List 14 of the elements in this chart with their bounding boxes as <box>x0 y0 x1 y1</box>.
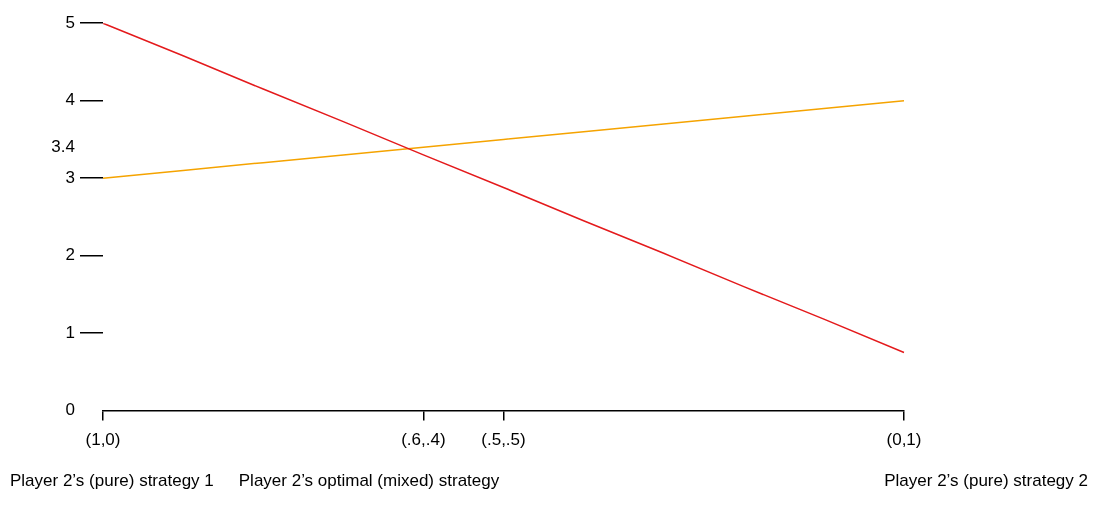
x-tick-label: (0,1) <box>886 430 922 450</box>
y-tick-label: 5 <box>65 12 75 32</box>
y-tick-label: 3 <box>65 167 75 187</box>
y-tick-label: 1 <box>65 322 75 342</box>
text: Player 2’s optimal (mixed) strategy <box>238 470 500 490</box>
x-tick-label: (1,0) <box>85 430 121 450</box>
x-tick-label: (.5,.5) <box>481 430 526 450</box>
text: Player 2’s (pure) strategy 2 <box>884 470 1089 490</box>
x-tick-label: (.6,.4) <box>401 430 446 450</box>
text: Player 2’s (pure) strategy 1 <box>10 470 214 490</box>
y-tick-label: 3.4 <box>51 136 75 156</box>
y-tick-label: 2 <box>65 245 75 265</box>
y-tick-label: 4 <box>65 90 75 110</box>
y-tick-label: 0 <box>65 400 75 420</box>
